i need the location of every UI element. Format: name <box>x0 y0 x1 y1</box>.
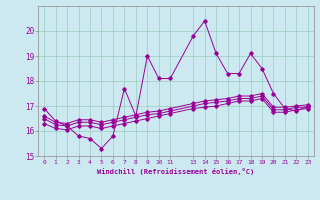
X-axis label: Windchill (Refroidissement éolien,°C): Windchill (Refroidissement éolien,°C) <box>97 168 255 175</box>
